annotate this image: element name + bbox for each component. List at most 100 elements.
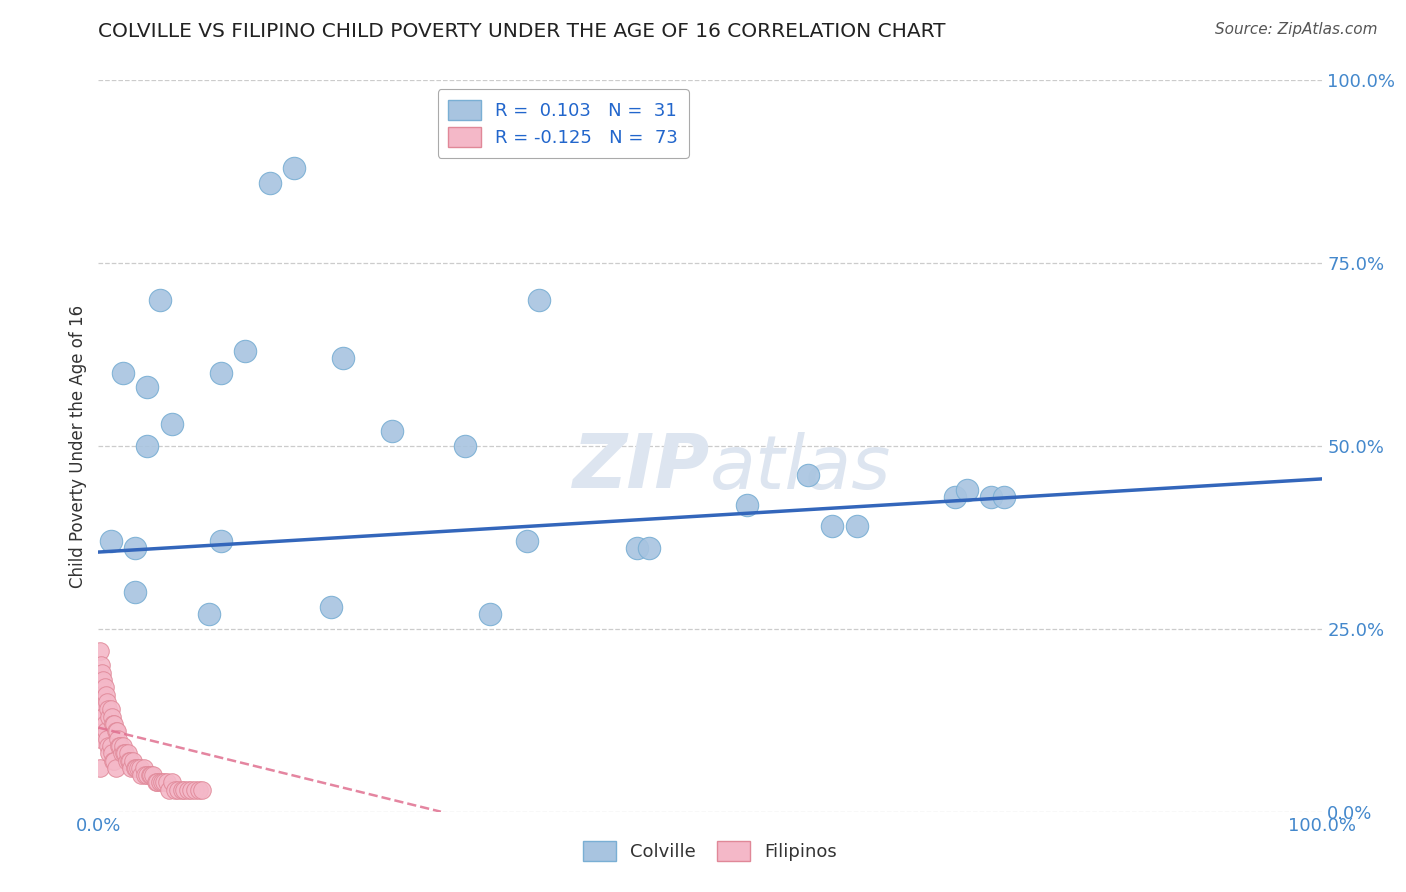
Point	[197, 607, 219, 622]
Point	[173, 782, 195, 797]
Point	[134, 768, 156, 782]
Point	[101, 746, 124, 760]
Text: ZIP: ZIP	[572, 432, 710, 505]
Point	[100, 702, 122, 716]
Point	[110, 739, 132, 753]
Point	[145, 775, 167, 789]
Point	[146, 775, 169, 789]
Point	[101, 709, 124, 723]
Point	[120, 754, 142, 768]
Point	[797, 468, 820, 483]
Point	[105, 724, 128, 739]
Point	[112, 746, 135, 760]
Point	[89, 761, 111, 775]
Point	[89, 731, 111, 746]
Point	[111, 739, 134, 753]
Point	[125, 761, 148, 775]
Point	[165, 782, 187, 797]
Point	[454, 439, 477, 453]
Point	[233, 343, 256, 358]
Point	[153, 775, 176, 789]
Point	[735, 498, 758, 512]
Point	[167, 782, 190, 797]
Point	[129, 761, 152, 775]
Point	[120, 761, 142, 775]
Text: atlas: atlas	[710, 432, 891, 504]
Point	[381, 425, 404, 439]
Point	[103, 754, 125, 768]
Point	[150, 775, 173, 789]
Point	[478, 607, 501, 622]
Point	[93, 681, 115, 695]
Point	[96, 731, 118, 746]
Point	[94, 688, 117, 702]
Point	[89, 702, 111, 716]
Point	[91, 673, 114, 687]
Point	[98, 709, 121, 723]
Point	[993, 490, 1015, 504]
Point	[638, 541, 661, 556]
Point	[142, 768, 165, 782]
Point	[117, 746, 139, 760]
Y-axis label: Child Poverty Under the Age of 16: Child Poverty Under the Age of 16	[69, 304, 87, 588]
Legend: Colville, Filipinos: Colville, Filipinos	[576, 834, 844, 869]
Point	[157, 782, 180, 797]
Point	[101, 754, 124, 768]
Point	[104, 761, 127, 775]
Point	[160, 775, 183, 789]
Point	[515, 534, 537, 549]
Point	[96, 695, 118, 709]
Point	[184, 782, 207, 797]
Point	[121, 754, 143, 768]
Point	[98, 746, 121, 760]
Point	[90, 688, 112, 702]
Point	[100, 534, 122, 549]
Point	[845, 519, 868, 533]
Point	[170, 782, 193, 797]
Point	[187, 782, 209, 797]
Point	[319, 599, 342, 614]
Point	[114, 746, 136, 760]
Point	[149, 293, 172, 307]
Point	[124, 541, 146, 556]
Point	[132, 761, 155, 775]
Point	[160, 417, 183, 431]
Point	[139, 768, 162, 782]
Point	[91, 695, 114, 709]
Point	[283, 161, 305, 175]
Point	[107, 731, 129, 746]
Point	[177, 782, 200, 797]
Point	[136, 768, 159, 782]
Point	[136, 439, 159, 453]
Point	[89, 644, 111, 658]
Point	[980, 490, 1002, 504]
Point	[93, 717, 115, 731]
Point	[89, 673, 111, 687]
Point	[97, 702, 120, 716]
Point	[108, 739, 131, 753]
Point	[104, 724, 127, 739]
Point	[127, 761, 149, 775]
Point	[956, 483, 979, 497]
Point	[136, 380, 159, 394]
Point	[101, 717, 124, 731]
Point	[332, 351, 354, 366]
Point	[103, 717, 125, 731]
Point	[527, 293, 550, 307]
Point	[118, 754, 141, 768]
Point	[111, 746, 134, 760]
Point	[191, 782, 214, 797]
Point	[94, 724, 117, 739]
Point	[943, 490, 966, 504]
Point	[139, 768, 162, 782]
Point	[124, 585, 146, 599]
Point	[115, 754, 138, 768]
Point	[124, 761, 146, 775]
Point	[90, 658, 112, 673]
Point	[100, 739, 122, 753]
Point	[91, 709, 114, 723]
Point	[821, 519, 844, 533]
Point	[156, 775, 179, 789]
Point	[259, 176, 281, 190]
Point	[129, 768, 152, 782]
